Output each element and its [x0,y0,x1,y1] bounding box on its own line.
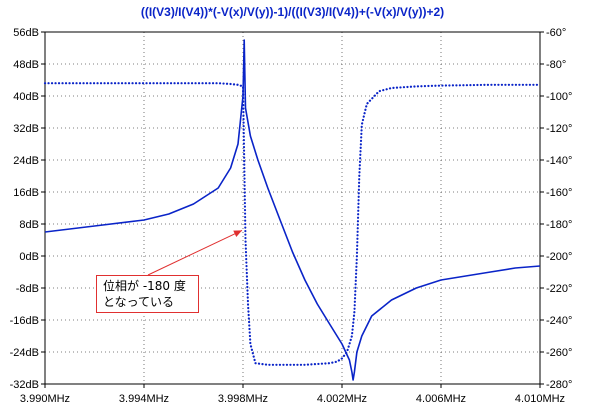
left-tick-label: 24dB [13,155,39,167]
right-tick-label: -200° [546,251,572,263]
plot-frame [44,31,541,385]
right-tick-label: -120° [546,123,572,135]
right-tick-label: -100° [546,91,572,103]
magnitude-series-line [44,39,541,381]
x-tick-label: 3.998MHz [218,393,268,405]
left-tick-label: 56dB [13,27,39,39]
right-tick-label: -180° [546,219,572,231]
right-tick-label: -240° [546,315,572,327]
left-tick-label: -8dB [16,283,39,295]
right-tick-label: -80° [546,59,566,71]
x-tick-label: 4.006MHz [416,393,466,405]
annotation-arrow-line [147,229,243,276]
x-tick-label: 4.002MHz [317,393,367,405]
left-tick-label: 0dB [19,251,39,263]
annotation-line-2: となっている [103,295,175,309]
right-tick-label: -220° [546,283,572,295]
left-tick-label: 8dB [19,219,39,231]
annotation-box: 位相が -180 度 となっている [96,275,199,313]
left-tick-label: -24dB [10,347,39,359]
x-tick-label: 3.990MHz [20,393,70,405]
left-tick-label: 32dB [13,123,39,135]
x-tick-label: 3.994MHz [119,393,169,405]
right-tick-label: -260° [546,347,572,359]
phase-series-line [43,82,542,366]
annotation-line-1: 位相が -180 度 [103,279,186,293]
left-tick-label: 48dB [13,59,39,71]
left-tick-label: 16dB [13,187,39,199]
left-tick-label: -32dB [10,379,39,391]
x-tick-label: 4.010MHz [515,393,565,405]
right-tick-label: -140° [546,155,572,167]
right-tick-label: -60° [546,27,566,39]
annotation-arrowhead [233,230,242,237]
left-tick-label: 40dB [13,91,39,103]
right-tick-label: -160° [546,187,572,199]
chart-title: ((I(V3)/I(V4))*(-V(x)/V(y))-1)/((I(V3)/I… [141,5,444,19]
right-tick-label: -280° [546,379,572,391]
left-tick-label: -16dB [10,315,39,327]
